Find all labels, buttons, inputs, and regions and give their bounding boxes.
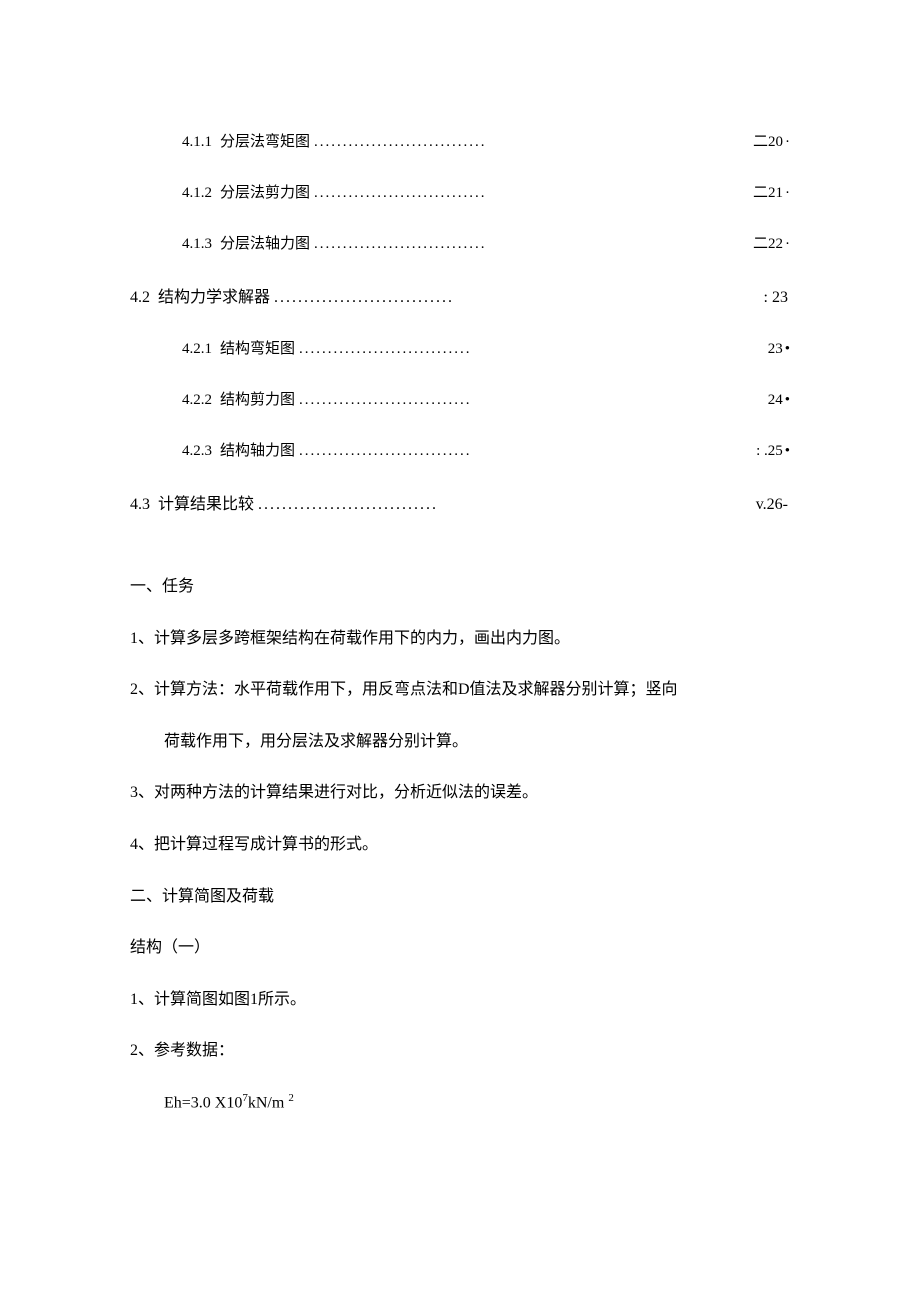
toc-number: 4.2.1 <box>182 341 212 358</box>
toc-suffix: · <box>785 236 790 253</box>
toc-suffix: · <box>785 185 790 202</box>
toc-number: 4.3 <box>130 496 150 514</box>
toc-dots: .............................. <box>314 134 747 151</box>
toc-number: 4.1.3 <box>182 236 212 253</box>
task-item: 1、计算多层多跨框架结构在荷载作用下的内力，画出内力图。 <box>130 626 790 652</box>
toc-dots: .............................. <box>258 496 750 514</box>
toc-item: 4.2.1 结构弯矩图 ............................… <box>130 337 790 358</box>
toc-dots: .............................. <box>274 289 758 307</box>
toc-number: 4.2 <box>130 289 150 307</box>
toc-page: 24 <box>768 392 783 409</box>
toc-page: : .25 <box>756 443 783 460</box>
toc-number: 4.2.3 <box>182 443 212 460</box>
struct-label: 结构（一） <box>130 935 790 961</box>
toc-page: : 23 <box>764 289 788 307</box>
body-item: 1、计算简图如图1所示。 <box>130 987 790 1013</box>
toc-page: 23 <box>768 341 783 358</box>
toc-label: 分层法轴力图 <box>220 232 310 253</box>
toc-item: 4.2.2 结构剪力图 ............................… <box>130 388 790 409</box>
toc-page: v.26- <box>756 496 788 514</box>
formula-mid: kN/m <box>248 1094 288 1111</box>
formula: Eh=3.0 X107kN/m 2 <box>130 1090 790 1116</box>
task-item: 4、把计算过程写成计算书的形式。 <box>130 832 790 858</box>
formula-prefix: Eh=3.0 X10 <box>164 1094 242 1111</box>
section-heading: 一、任务 <box>130 574 790 600</box>
toc-item: 4.1.2 分层法剪力图 ...........................… <box>130 181 790 202</box>
toc-item: 4.2 结构力学求解器 ............................… <box>130 283 790 307</box>
toc-item: 4.1.1 分层法弯矩图 ...........................… <box>130 130 790 151</box>
toc-suffix: • <box>785 341 790 358</box>
toc-section: 4.1.1 分层法弯矩图 ...........................… <box>130 130 790 514</box>
toc-page: 二21 <box>753 181 783 202</box>
body-section: 一、任务 1、计算多层多跨框架结构在荷载作用下的内力，画出内力图。 2、计算方法… <box>130 574 790 1116</box>
task-item-cont: 荷载作用下，用分层法及求解器分别计算。 <box>130 729 790 755</box>
toc-page: 二22 <box>753 232 783 253</box>
toc-suffix: • <box>785 392 790 409</box>
toc-page: 二20 <box>753 130 783 151</box>
task-item: 2、计算方法：水平荷载作用下，用反弯点法和D值法及求解器分别计算；竖向 <box>130 677 790 703</box>
toc-dots: .............................. <box>314 236 747 253</box>
toc-dots: .............................. <box>299 341 762 358</box>
toc-label: 计算结果比较 <box>158 490 254 514</box>
toc-number: 4.1.1 <box>182 134 212 151</box>
toc-label: 结构弯矩图 <box>220 337 295 358</box>
toc-item: 4.2.3 结构轴力图 ............................… <box>130 439 790 460</box>
toc-dots: .............................. <box>299 443 750 460</box>
toc-number: 4.2.2 <box>182 392 212 409</box>
toc-item: 4.1.3 分层法轴力图 ...........................… <box>130 232 790 253</box>
task-item: 3、对两种方法的计算结果进行对比，分析近似法的误差。 <box>130 780 790 806</box>
toc-label: 分层法弯矩图 <box>220 130 310 151</box>
toc-suffix: • <box>785 443 790 460</box>
toc-item: 4.3 计算结果比较 .............................… <box>130 490 790 514</box>
toc-dots: .............................. <box>314 185 747 202</box>
body-item: 2、参考数据： <box>130 1038 790 1064</box>
toc-label: 结构力学求解器 <box>158 283 270 307</box>
toc-suffix: · <box>785 134 790 151</box>
toc-dots: .............................. <box>299 392 762 409</box>
formula-exponent: 2 <box>288 1092 294 1104</box>
toc-label: 分层法剪力图 <box>220 181 310 202</box>
section-heading: 二、计算简图及荷载 <box>130 884 790 910</box>
toc-label: 结构轴力图 <box>220 439 295 460</box>
toc-number: 4.1.2 <box>182 185 212 202</box>
toc-label: 结构剪力图 <box>220 388 295 409</box>
